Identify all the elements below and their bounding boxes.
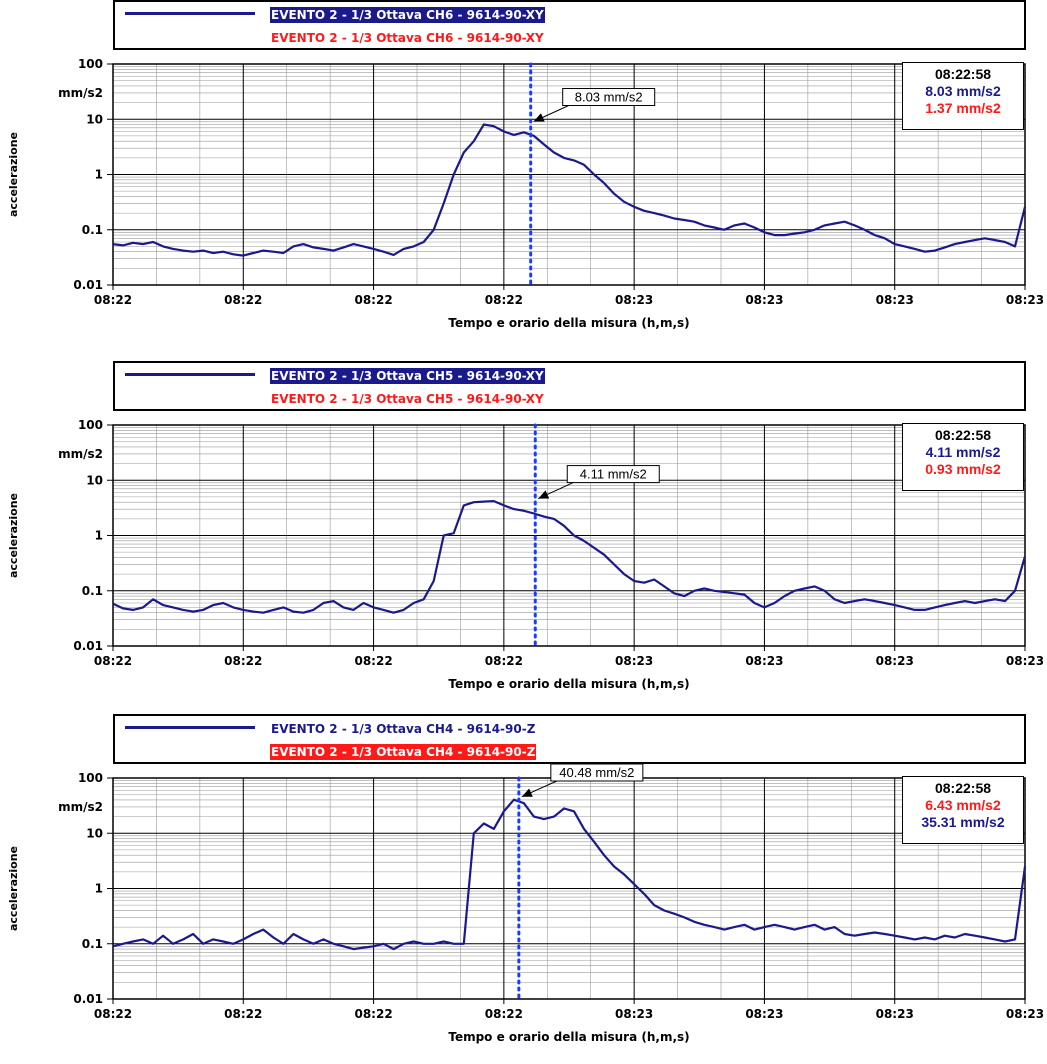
legend-entry-primary: EVENTO 2 - 1/3 Ottava CH4 - 9614-90-Z — [271, 722, 536, 736]
legend-line-swatch — [125, 12, 255, 15]
y-tick-label: 10 — [86, 112, 103, 126]
y-tick-label: 1 — [95, 882, 103, 896]
legend-box: EVENTO 2 - 1/3 Ottava CH6 - 9614-90-XY E… — [113, 0, 1026, 50]
y-tick-label: 1 — [95, 168, 103, 182]
x-tick-label: 08:23 — [745, 293, 783, 307]
chart-panel-ch5: EVENTO 2 - 1/3 Ottava CH5 - 9614-90-XY E… — [0, 361, 1047, 711]
y-tick-label: 0.1 — [82, 937, 103, 951]
y-axis-title: accelerazione — [7, 132, 20, 217]
legend-line-swatch — [125, 373, 255, 376]
x-tick-label: 08:23 — [615, 654, 653, 668]
info-value-2: 35.31 mm/s2 — [921, 814, 1005, 830]
annotation-label: 4.11 mm/s2 — [580, 467, 647, 482]
chart-panel-ch6: EVENTO 2 - 1/3 Ottava CH6 - 9614-90-XY E… — [0, 0, 1047, 350]
y-unit-label: mm/s2 — [58, 800, 103, 814]
x-tick-label: 08:22 — [354, 654, 392, 668]
x-tick-label: 08:23 — [745, 1007, 783, 1021]
y-unit-label: mm/s2 — [58, 447, 103, 461]
x-axis-title: Tempo e orario della misura (h,m,s) — [448, 316, 689, 330]
cursor-info-box: 08:22:58 6.43 mm/s2 35.31 mm/s2 — [902, 776, 1024, 844]
annotation-label: 40.48 mm/s2 — [559, 765, 634, 780]
annotation-box — [562, 88, 656, 107]
y-tick-label: 0.1 — [82, 223, 103, 237]
x-tick-label: 08:23 — [1006, 1007, 1044, 1021]
cursor-info-box: 08:22:58 8.03 mm/s2 1.37 mm/s2 — [902, 62, 1024, 130]
info-time: 08:22:58 — [934, 427, 992, 443]
y-tick-label: 10 — [86, 473, 103, 487]
info-value-2: 0.93 mm/s2 — [925, 461, 1001, 477]
y-tick-label: 1 — [95, 529, 103, 543]
info-value-2: 1.37 mm/s2 — [925, 100, 1001, 116]
annotation-box — [550, 763, 644, 782]
x-tick-label: 08:22 — [94, 293, 132, 307]
y-tick-label: 10 — [86, 826, 103, 840]
x-tick-label: 08:23 — [876, 293, 914, 307]
legend-entry-secondary: EVENTO 2 - 1/3 Ottava CH6 - 9614-90-XY — [271, 31, 544, 45]
plot-area-border — [112, 424, 1026, 647]
legend-entry-primary: EVENTO 2 - 1/3 Ottava CH6 - 9614-90-XY — [270, 7, 545, 23]
x-tick-label: 08:22 — [224, 654, 262, 668]
y-tick-label: 100 — [78, 771, 103, 785]
info-time: 08:22:58 — [934, 66, 992, 82]
x-tick-label: 08:23 — [1006, 654, 1044, 668]
info-value-1: 6.43 mm/s2 — [925, 797, 1001, 813]
y-tick-label: 0.01 — [73, 639, 103, 653]
cursor-info-box: 08:22:58 4.11 mm/s2 0.93 mm/s2 — [902, 423, 1024, 491]
x-tick-label: 08:22 — [94, 1007, 132, 1021]
x-axis-title: Tempo e orario della misura (h,m,s) — [448, 1030, 689, 1044]
annotation-box — [566, 465, 660, 484]
x-tick-label: 08:22 — [224, 293, 262, 307]
x-tick-label: 08:22 — [94, 654, 132, 668]
annotation-arrowhead — [521, 788, 533, 797]
y-axis-title: accelerazione — [7, 493, 20, 578]
info-value-1: 4.11 mm/s2 — [925, 444, 1001, 460]
chart-panel-ch4: EVENTO 2 - 1/3 Ottava CH4 - 9614-90-Z EV… — [0, 714, 1047, 1064]
legend-line-swatch — [125, 726, 255, 729]
x-tick-label: 08:22 — [485, 293, 523, 307]
y-axis-title: accelerazione — [7, 846, 20, 931]
plot-area-border — [112, 63, 1026, 286]
x-tick-label: 08:22 — [354, 1007, 392, 1021]
x-tick-label: 08:22 — [485, 1007, 523, 1021]
series-line — [112, 500, 1027, 614]
legend-box: EVENTO 2 - 1/3 Ottava CH4 - 9614-90-Z EV… — [113, 714, 1026, 764]
x-tick-label: 08:23 — [1006, 293, 1044, 307]
x-axis-title: Tempo e orario della misura (h,m,s) — [448, 677, 689, 691]
x-tick-label: 08:23 — [615, 1007, 653, 1021]
legend-entry-primary: EVENTO 2 - 1/3 Ottava CH5 - 9614-90-XY — [270, 368, 545, 384]
legend-entry-secondary: EVENTO 2 - 1/3 Ottava CH4 - 9614-90-Z — [270, 744, 537, 760]
annotation-label: 8.03 mm/s2 — [575, 90, 643, 105]
y-tick-label: 100 — [78, 418, 103, 432]
x-tick-label: 08:22 — [354, 293, 392, 307]
x-tick-label: 08:23 — [745, 654, 783, 668]
y-tick-label: 0.01 — [73, 992, 103, 1006]
y-unit-label: mm/s2 — [58, 86, 103, 100]
x-tick-label: 08:23 — [615, 293, 653, 307]
y-tick-label: 100 — [78, 57, 103, 71]
x-tick-label: 08:23 — [876, 654, 914, 668]
annotation-arrowhead — [533, 113, 545, 122]
annotation-arrowhead — [538, 490, 550, 499]
y-tick-label: 0.01 — [73, 278, 103, 292]
info-value-1: 8.03 mm/s2 — [925, 83, 1001, 99]
series-line — [112, 123, 1027, 257]
x-tick-label: 08:22 — [224, 1007, 262, 1021]
x-tick-label: 08:23 — [876, 1007, 914, 1021]
legend-entry-secondary: EVENTO 2 - 1/3 Ottava CH5 - 9614-90-XY — [271, 392, 544, 406]
x-tick-label: 08:22 — [485, 654, 523, 668]
series-line — [112, 798, 1027, 951]
legend-box: EVENTO 2 - 1/3 Ottava CH5 - 9614-90-XY E… — [113, 361, 1026, 411]
y-tick-label: 0.1 — [82, 584, 103, 598]
info-time: 08:22:58 — [934, 780, 992, 796]
